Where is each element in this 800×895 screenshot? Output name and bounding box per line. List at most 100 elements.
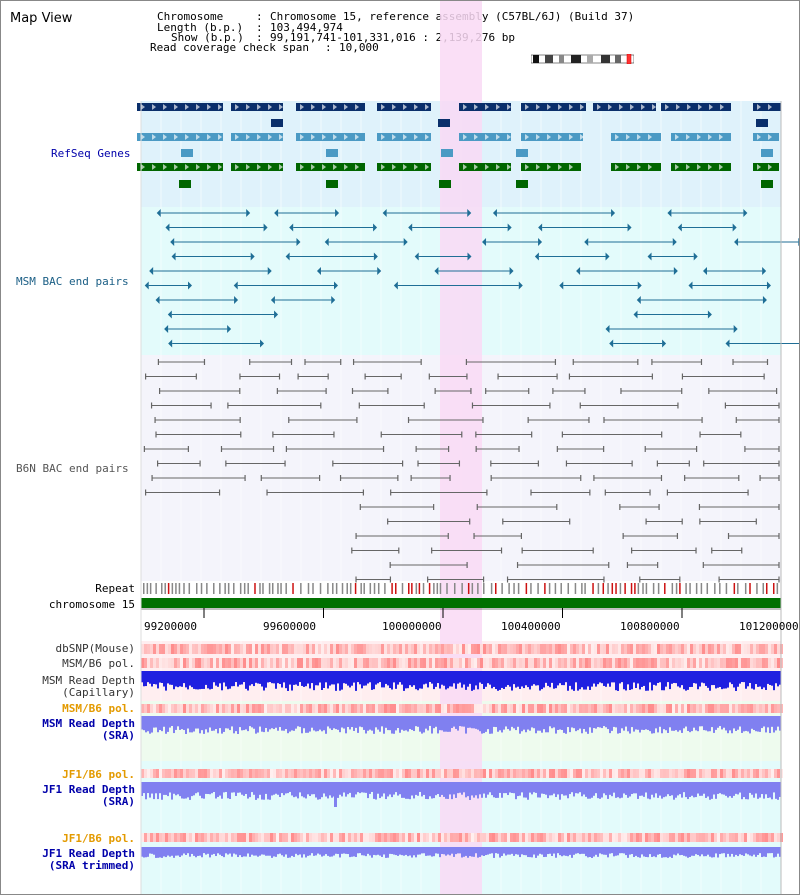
msm-pol2-cell: [750, 704, 753, 713]
jf1-trim-depth-bar: [317, 847, 319, 854]
msm-sra-depth-bar: [605, 716, 607, 728]
repeat-element: [706, 583, 709, 594]
msm-depth-bar: [471, 671, 473, 691]
jf1-trim-depth-bar: [723, 847, 725, 854]
jf1-trim-depth-bar: [395, 847, 397, 856]
dbsnp-cell: [459, 644, 462, 654]
jf1-pol2-cell: [336, 833, 339, 842]
jf1-depth-bar: [631, 782, 633, 795]
msm-pol-cell: [561, 658, 564, 668]
msm-pol2-cell: [201, 704, 204, 713]
jf1-pol2-cell: [612, 833, 615, 842]
msm-depth-bar: [573, 671, 575, 691]
track-label-jf1-pol[interactable]: JF1/B6 pol.: [62, 768, 135, 781]
jf1-pol2-cell: [735, 833, 738, 842]
jf1-depth-bar: [417, 782, 419, 796]
msm-sra-depth-bar: [263, 716, 265, 733]
dbsnp-cell: [324, 644, 327, 654]
axis-tick-label: 99600000: [263, 620, 316, 633]
jf1-depth-bar: [445, 782, 447, 799]
track-label-refseq[interactable]: RefSeq Genes: [51, 147, 131, 160]
gene-exon: [753, 133, 779, 141]
jf1-pol2-cell: [453, 833, 456, 842]
jf1-trim-depth-bar: [207, 847, 209, 854]
gene-strand-arrow: [414, 134, 418, 140]
track-label-msm-b6-pol[interactable]: MSM/B6 pol.: [62, 657, 135, 670]
track-label-msm-bac[interactable]: MSM BAC end pairs: [16, 275, 129, 288]
msm-pol-cell: [705, 658, 708, 668]
dbsnp-cell: [261, 644, 264, 654]
dbsnp-cell: [141, 644, 144, 654]
jf1-pol-cell: [270, 769, 273, 778]
jf1-trim-depth-bar: [531, 847, 533, 858]
msm-pol-cell: [663, 658, 666, 668]
dbsnp-cell: [597, 644, 600, 654]
gene-strand-arrow: [344, 134, 348, 140]
msm-pol-cell: [318, 658, 321, 668]
msm-sra-depth-bar: [373, 716, 375, 734]
dbsnp-cell: [210, 644, 213, 654]
msm-sra-depth-bar: [501, 716, 503, 733]
repeat-element: [171, 583, 174, 594]
repeat-element: [167, 583, 170, 594]
jf1-depth-bar: [431, 782, 433, 799]
msm-sra-depth-bar: [527, 716, 529, 730]
track-label-jf1-depth-trimmed[interactable]: JF1 Read Depth: [42, 847, 135, 860]
jf1-trim-depth-bar: [373, 847, 375, 855]
track-label-msm-b6-pol-2[interactable]: MSM/B6 pol.: [62, 702, 135, 715]
jf1-pol-cell: [465, 769, 468, 778]
repeat-element: [592, 583, 594, 594]
track-label-jf1-pol-2[interactable]: JF1/B6 pol.: [62, 832, 135, 845]
jf1-trim-depth-bar: [357, 847, 359, 854]
gene-strand-arrow: [686, 164, 690, 170]
msm-depth-bar: [317, 671, 319, 686]
dbsnp-cell: [681, 644, 684, 654]
jf1-depth-bar: [771, 782, 773, 800]
jf1-pol2-cell: [183, 833, 186, 842]
repeat-element: [436, 583, 439, 594]
msm-pol-cell: [624, 658, 627, 668]
msm-sra-depth-bar: [419, 716, 421, 732]
msm-depth-bar: [331, 671, 333, 685]
msm-bac-end: [324, 238, 329, 246]
track-label-b6n-bac[interactable]: B6N BAC end pairs: [16, 462, 129, 475]
msm-sra-depth-bar: [525, 716, 527, 733]
gene-fragment: [181, 149, 193, 157]
msm-pol-cell: [171, 658, 174, 668]
track-label-msm-depth-capillary[interactable]: MSM Read Depth: [42, 674, 135, 687]
msm-pol-cell: [642, 658, 645, 668]
jf1-pol2-cell: [384, 833, 387, 842]
msm-pol-cell: [702, 658, 705, 668]
msm-pol-cell: [339, 658, 342, 668]
dbsnp-cell: [267, 644, 270, 654]
dbsnp-cell: [306, 644, 309, 654]
jf1-pol-cell: [303, 769, 306, 778]
msm-bac-end: [155, 296, 160, 304]
track-label-jf1-depth-sra[interactable]: JF1 Read Depth: [42, 783, 135, 796]
msm-sra-depth-bar: [237, 716, 239, 734]
jf1-depth-bar: [185, 782, 187, 799]
repeat-element: [467, 583, 470, 594]
jf1-pol2-cell: [345, 833, 348, 842]
jf1-pol2-cell: [666, 833, 669, 842]
chromosome-ideogram[interactable]: [531, 54, 634, 64]
msm-depth-bar: [605, 671, 607, 687]
dbsnp-cell: [168, 644, 171, 654]
jf1-depth-bar: [451, 782, 453, 800]
gene-strand-arrow: [425, 164, 429, 170]
jf1-pol2-cell: [747, 833, 750, 842]
dbsnp-cell: [759, 644, 762, 654]
msm-bac-end: [605, 325, 610, 333]
msm-sra-depth-bar: [561, 716, 563, 730]
gene-strand-arrow: [630, 104, 634, 110]
track-label-repeat[interactable]: Repeat: [95, 582, 135, 595]
track-label-msm-depth-sra[interactable]: MSM Read Depth: [42, 717, 135, 730]
jf1-trim-depth-bar: [433, 847, 435, 857]
dbsnp-cell: [396, 644, 399, 654]
dbsnp-cell: [345, 644, 348, 654]
repeat-element: [513, 583, 515, 594]
track-label-chromosome[interactable]: chromosome 15: [48, 598, 135, 611]
msm-depth-bar: [551, 671, 553, 683]
track-label-dbsnp[interactable]: dbSNP(Mouse): [55, 642, 135, 655]
